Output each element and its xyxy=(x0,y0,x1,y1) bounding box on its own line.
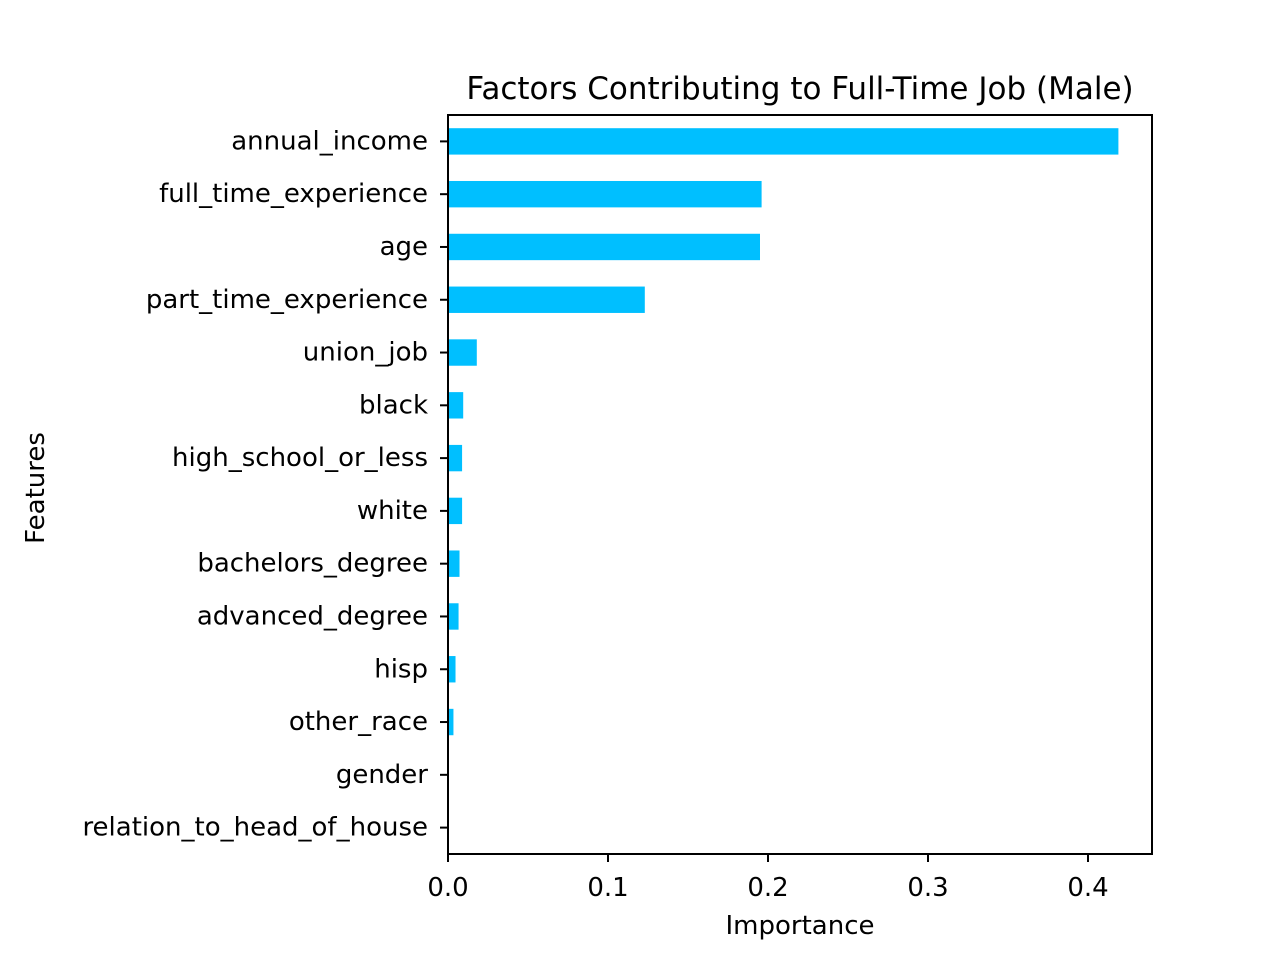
y-tick-label: black xyxy=(359,390,428,420)
bar-annual-income xyxy=(448,128,1119,155)
x-tick-label: 0.4 xyxy=(1067,873,1108,903)
x-tick-label: 0.2 xyxy=(747,873,788,903)
bar-full-time-experience xyxy=(448,180,762,208)
x-axis-label: Importance xyxy=(726,911,875,941)
y-tick-label: hisp xyxy=(374,654,428,684)
bar-high-school-or-less xyxy=(448,444,463,472)
x-ticks-group: 0.0 0.1 0.2 0.3 0.4 xyxy=(427,854,1109,903)
x-tick-label: 0.0 xyxy=(427,873,468,903)
bar-age xyxy=(448,233,760,261)
bar-white xyxy=(448,497,463,525)
x-tick-label: 0.1 xyxy=(587,873,628,903)
y-tick-label: gender xyxy=(336,760,428,790)
y-tick-label: relation_to_head_of_house xyxy=(82,813,428,843)
y-tick-label: bachelors_degree xyxy=(197,549,428,579)
y-tick-label: full_time_experience xyxy=(159,179,428,209)
chart-title: Factors Contributing to Full-Time Job (M… xyxy=(466,71,1133,107)
y-axis-label: Features xyxy=(21,432,51,544)
y-tick-label: part_time_experience xyxy=(146,285,428,315)
y-tick-label: other_race xyxy=(289,707,428,737)
bar-hisp xyxy=(448,656,456,683)
bar-bachelors-degree xyxy=(448,550,460,577)
x-tick-label: 0.3 xyxy=(907,873,948,903)
y-tick-label: white xyxy=(357,496,428,526)
y-tick-label: union_job xyxy=(303,338,428,368)
y-tick-label: age xyxy=(380,232,428,262)
plot-frame xyxy=(447,114,1153,855)
y-tick-label: high_school_or_less xyxy=(172,443,428,473)
y-tick-label: advanced_degree xyxy=(197,601,428,631)
bars-group xyxy=(448,128,1119,736)
bar-part-time-experience xyxy=(448,286,645,313)
bar-black xyxy=(448,392,464,419)
bar-other-race xyxy=(448,708,454,736)
bar-advanced-degree xyxy=(448,603,459,630)
bar-union-job xyxy=(448,339,477,366)
y-tick-label: annual_income xyxy=(231,126,428,156)
